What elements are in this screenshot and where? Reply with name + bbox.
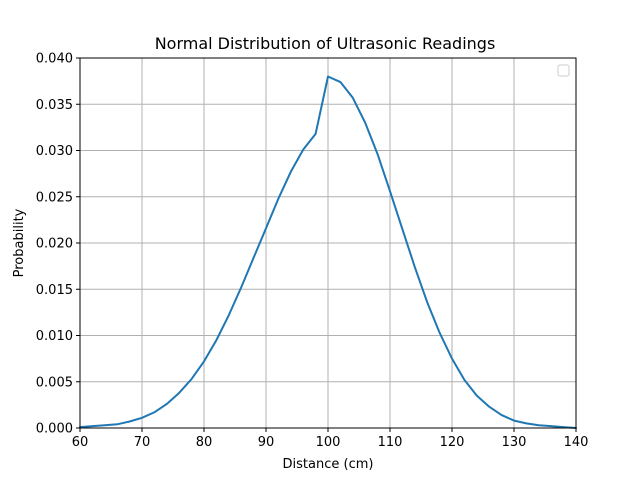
y-tick-label: 0.020	[36, 237, 73, 252]
chart-title: Normal Distribution of Ultrasonic Readin…	[155, 34, 496, 53]
x-tick-label: 80	[196, 435, 213, 450]
y-tick-label: 0.035	[36, 98, 73, 113]
series-lines	[79, 75, 577, 429]
x-tick-label: 100	[316, 435, 341, 450]
y-tick-label: 0.025	[36, 190, 73, 205]
x-tick-label: 90	[258, 435, 275, 450]
y-tick-label: 0.040	[36, 52, 73, 67]
y-tick-label: 0.010	[36, 329, 73, 344]
axis-ticks: 60 70 80 90 100 110 120 130 140 0.000 0.005 0.010 0.…	[36, 52, 589, 451]
x-axis-label: Distance (cm)	[283, 457, 374, 472]
y-tick-label: 0.030	[36, 144, 73, 159]
x-tick-label: 140	[564, 435, 589, 450]
x-tick-label: 70	[134, 435, 151, 450]
y-tick-label: 0.015	[36, 283, 73, 298]
y-tick-label: 0.000	[36, 422, 73, 437]
x-tick-label: 130	[502, 435, 527, 450]
series-line	[79, 75, 577, 429]
x-tick-label: 110	[378, 435, 403, 450]
x-tick-label: 120	[440, 435, 465, 450]
grid-lines	[79, 57, 577, 429]
legend-box[interactable]	[557, 64, 570, 77]
x-tick-label: 60	[72, 435, 89, 450]
y-tick-label: 0.005	[36, 375, 73, 390]
y-axis-label: Probability	[12, 208, 27, 277]
